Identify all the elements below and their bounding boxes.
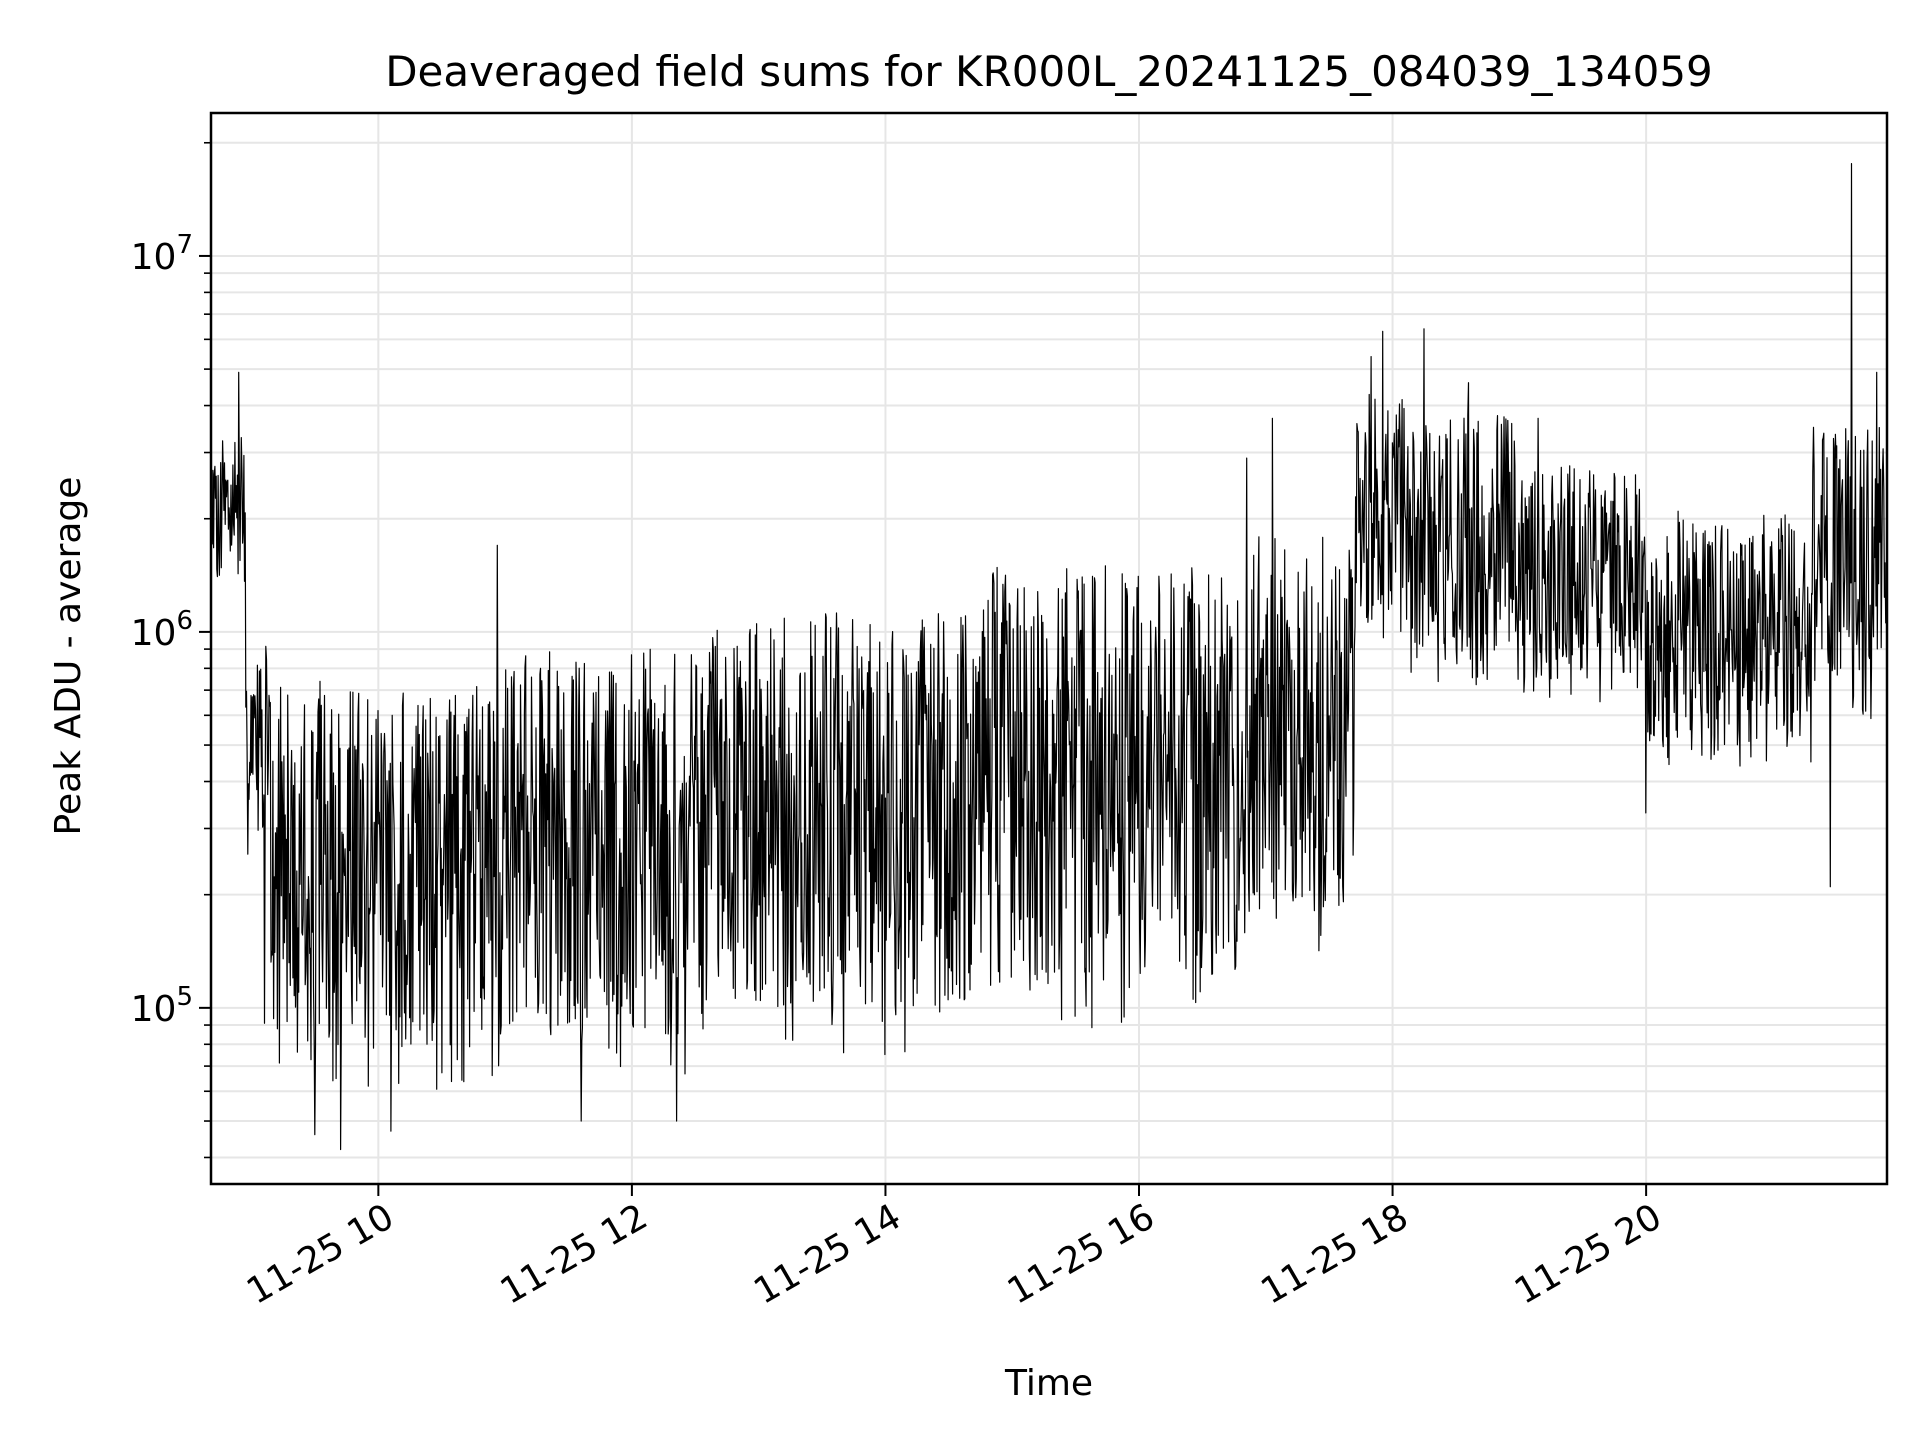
series-line [210,163,1888,1151]
y-axis-ticks: 105 106 107 [131,141,211,1159]
x-tick-label: 11-25 20 [1508,1196,1669,1312]
x-axis-label: Time [1004,1363,1093,1404]
x-tick-label: 11-25 10 [240,1196,401,1312]
x-axis-ticks: 11-25 10 11-25 12 11-25 14 11-25 16 11-25 18… [240,1184,1669,1313]
x-tick-label: 11-25 16 [1001,1196,1162,1312]
y-axis-label: Peak ADU - average [48,477,89,836]
x-tick-label: 11-25 18 [1254,1196,1415,1312]
chart-title: Deaveraged field sums for KR000L_2024112… [385,47,1713,96]
series-peak-adu [210,163,1888,1151]
y-tick-label: 105 [131,982,193,1030]
y-tick-label: 107 [131,230,193,278]
x-tick-label: 11-25 14 [747,1196,908,1312]
y-tick-label: 106 [131,606,193,654]
x-tick-label: 11-25 12 [494,1196,655,1312]
